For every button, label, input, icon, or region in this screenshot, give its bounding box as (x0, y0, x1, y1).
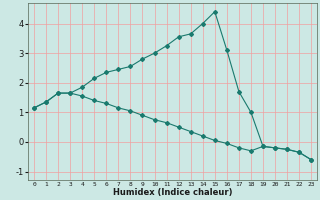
X-axis label: Humidex (Indice chaleur): Humidex (Indice chaleur) (113, 188, 232, 197)
